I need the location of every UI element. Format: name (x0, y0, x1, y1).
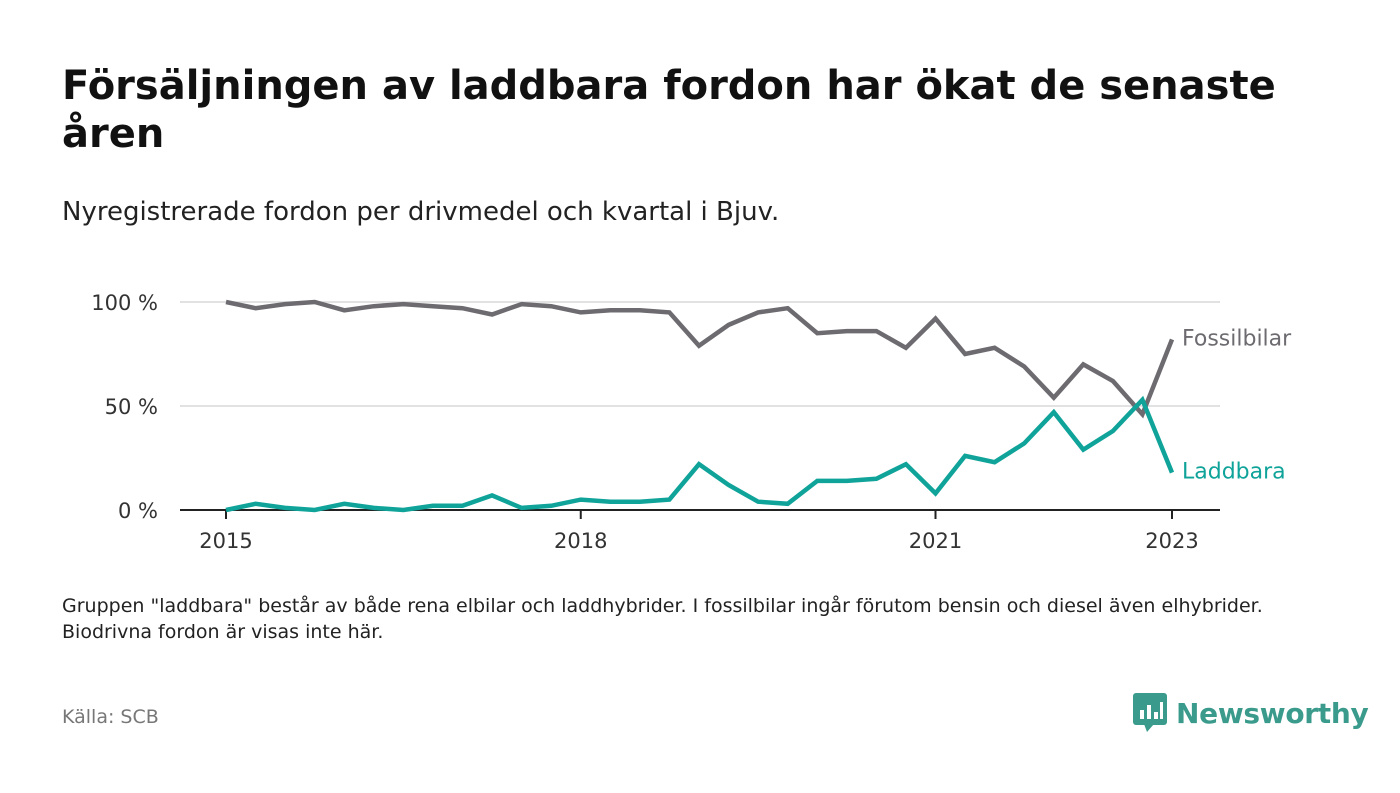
series-lines (225, 299, 1175, 513)
newsworthy-logo-icon (1133, 693, 1167, 732)
source-credit: Källa: SCB (62, 706, 159, 728)
series-line-fossilbilar (225, 299, 1175, 419)
chart-title: Försäljningen av laddbara fordon har öka… (62, 63, 1276, 157)
series-labels: Fossilbilar Laddbara (1182, 326, 1292, 484)
x-tick-label: 2018 (554, 529, 607, 553)
y-tick-label: 50 % (105, 395, 158, 419)
x-tick-label: 2021 (909, 529, 962, 553)
series-label-laddbara: Laddbara (1182, 460, 1286, 485)
series-line-laddbara (225, 395, 1175, 513)
grid-lines (180, 301, 1220, 511)
chart-subtitle: Nyregistrerade fordon per drivmedel och … (62, 197, 780, 227)
y-tick-label: 0 % (118, 499, 158, 523)
line-chart: 0 % 50 % 100 % 2015 2018 2021 2023 Fossilbila… (91, 291, 1292, 553)
x-tick-label: 2023 (1145, 529, 1198, 553)
y-axis-ticks: 0 % 50 % 100 % (91, 291, 158, 523)
x-tick-label: 2015 (199, 529, 252, 553)
x-axis-ticks: 2015 2018 2021 2023 (199, 510, 1199, 553)
series-label-fossilbilar: Fossilbilar (1182, 326, 1292, 351)
y-tick-label: 100 % (91, 291, 158, 315)
footnote: Gruppen "laddbara" består av både rena e… (62, 595, 1263, 643)
brand-name: Newsworthy (1176, 696, 1369, 730)
newsworthy-logo[interactable]: Newsworthy (1133, 692, 1369, 734)
